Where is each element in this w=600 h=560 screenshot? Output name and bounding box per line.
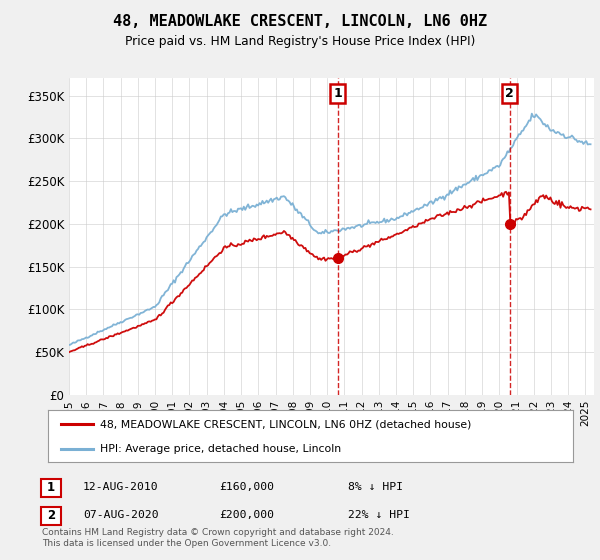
Text: 22% ↓ HPI: 22% ↓ HPI: [348, 510, 410, 520]
Text: 07-AUG-2020: 07-AUG-2020: [83, 510, 158, 520]
Text: 8% ↓ HPI: 8% ↓ HPI: [348, 482, 403, 492]
Text: 48, MEADOWLAKE CRESCENT, LINCOLN, LN6 0HZ: 48, MEADOWLAKE CRESCENT, LINCOLN, LN6 0H…: [113, 14, 487, 29]
Text: Contains HM Land Registry data © Crown copyright and database right 2024.
This d: Contains HM Land Registry data © Crown c…: [42, 528, 394, 548]
Text: 2: 2: [47, 508, 55, 522]
Text: 12-AUG-2010: 12-AUG-2010: [83, 482, 158, 492]
Text: 48, MEADOWLAKE CRESCENT, LINCOLN, LN6 0HZ (detached house): 48, MEADOWLAKE CRESCENT, LINCOLN, LN6 0H…: [101, 419, 472, 430]
Text: HPI: Average price, detached house, Lincoln: HPI: Average price, detached house, Linc…: [101, 444, 341, 454]
Text: 1: 1: [333, 87, 342, 100]
Text: 2: 2: [505, 87, 514, 100]
Text: Price paid vs. HM Land Registry's House Price Index (HPI): Price paid vs. HM Land Registry's House …: [125, 35, 475, 48]
Text: £200,000: £200,000: [219, 510, 274, 520]
Text: 1: 1: [47, 480, 55, 494]
Text: £160,000: £160,000: [219, 482, 274, 492]
